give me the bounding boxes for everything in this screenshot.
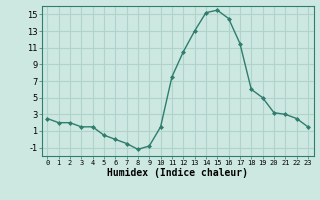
X-axis label: Humidex (Indice chaleur): Humidex (Indice chaleur) bbox=[107, 168, 248, 178]
